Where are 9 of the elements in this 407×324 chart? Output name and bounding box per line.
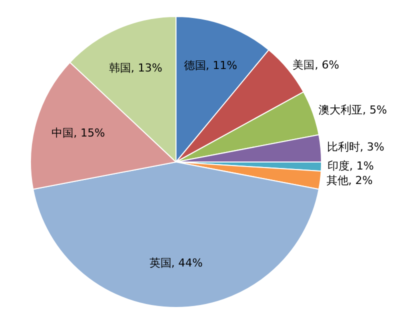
- slice-label: 澳大利亚, 5%: [318, 104, 387, 117]
- slice-label: 中国, 15%: [51, 126, 105, 140]
- slice-label: 其他, 2%: [326, 174, 373, 187]
- slice-label: 比利时, 3%: [326, 140, 384, 154]
- slice-label: 美国, 6%: [292, 58, 340, 72]
- slice-label: 印度, 1%: [327, 160, 374, 173]
- slice-label: 德国, 11%: [184, 59, 238, 72]
- slice-label: 韩国, 13%: [108, 61, 162, 74]
- slice-label: 英国, 44%: [149, 256, 203, 270]
